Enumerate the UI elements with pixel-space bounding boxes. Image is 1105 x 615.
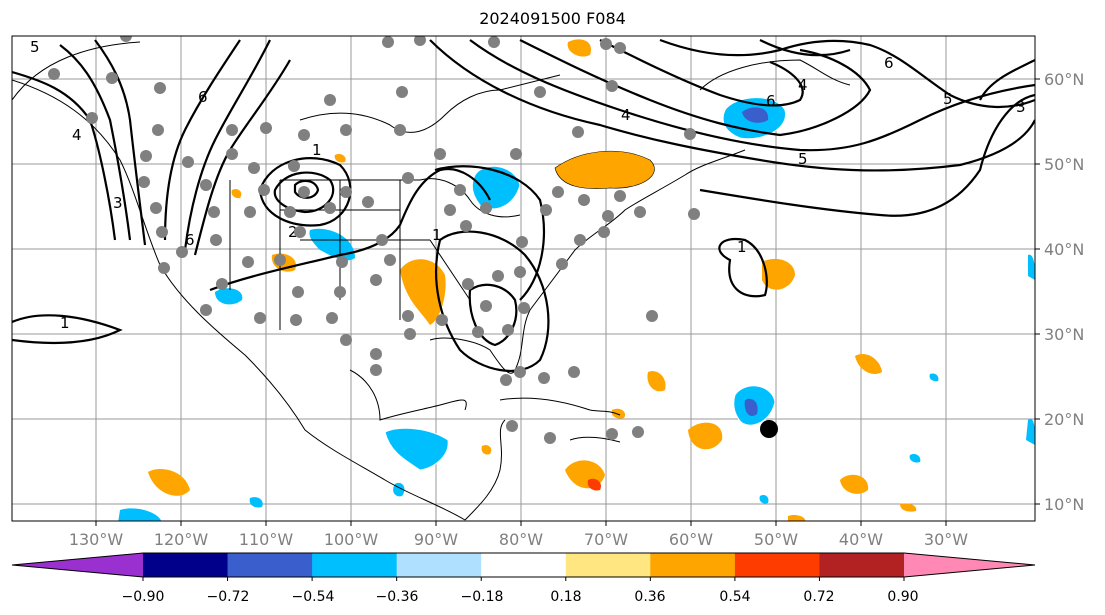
colorbar-segment <box>565 553 651 577</box>
lon-label: 90°W <box>414 530 458 549</box>
contour-label: 6 <box>766 92 776 110</box>
colorbar-segment <box>312 553 398 577</box>
contour-label: 6 <box>884 54 894 72</box>
lat-label: 30°N <box>1044 325 1084 344</box>
lon-label: 110°W <box>239 530 294 549</box>
colorbar-tick-label: −0.54 <box>292 589 335 605</box>
contour-label: 3 <box>113 194 123 212</box>
colorbar-tick-label: −0.90 <box>122 589 165 605</box>
contour-label: 3 <box>1016 98 1026 116</box>
contour-label: 2 <box>288 223 298 241</box>
lon-label: 50°W <box>754 530 798 549</box>
map-area: 5 6 4 1 6 3 2 1 5 4 6 3 1 5 6 4 1 <box>12 36 1035 521</box>
colorbar-tick-label: 0.90 <box>887 589 918 605</box>
contour-label: 1 <box>432 226 442 244</box>
colorbar-segment <box>396 553 482 577</box>
storm-center-marker <box>760 420 778 438</box>
contour-label: 4 <box>72 126 82 144</box>
colorbar-tick-label: −0.72 <box>207 589 250 605</box>
station-dots <box>48 36 700 444</box>
contour-label: 4 <box>621 106 631 124</box>
lon-label: 40°W <box>839 530 883 549</box>
colorbar-tick-label: 0.18 <box>550 589 581 605</box>
lon-label: 120°W <box>154 530 209 549</box>
lon-label: 130°W <box>69 530 124 549</box>
contour-label: 5 <box>943 90 953 108</box>
colorbar-segment <box>734 553 820 577</box>
colorbar-segment <box>143 553 229 577</box>
gridlines <box>12 36 1035 521</box>
contour-label: 1 <box>60 314 70 332</box>
contour-label: 1 <box>312 141 322 159</box>
lon-label: 70°W <box>584 530 628 549</box>
colorbar-tick-label: 0.54 <box>719 589 750 605</box>
lon-label: 30°W <box>924 530 968 549</box>
colorbar-segment <box>481 553 567 577</box>
lat-label: 50°N <box>1044 155 1084 174</box>
colorbar-tick-label: 0.72 <box>803 589 834 605</box>
colorbar-extension-high <box>904 553 1035 577</box>
lat-label: 60°N <box>1044 70 1084 89</box>
colorbar <box>11 552 1036 581</box>
contour-labels: 5 6 4 1 6 3 2 1 5 4 6 3 1 5 6 4 1 <box>30 38 1026 332</box>
contour-label: 6 <box>185 231 195 249</box>
tick-marks <box>95 78 1040 526</box>
colorbar-tick-label: −0.36 <box>376 589 419 605</box>
lat-label: 10°N <box>1044 495 1084 514</box>
colorbar-segment <box>227 553 313 577</box>
colorbar-segment <box>650 553 736 577</box>
colorbar-extension-low <box>12 553 143 577</box>
colorbar-segment <box>819 553 905 577</box>
colorbar-tick-label: 0.36 <box>634 589 665 605</box>
contour-label: 4 <box>798 76 808 94</box>
lon-label: 60°W <box>669 530 713 549</box>
longitude-labels: 130°W 120°W 110°W 100°W 90°W 80°W 70°W 6… <box>69 530 968 549</box>
contour-label: 6 <box>198 88 208 106</box>
colorbar-tick-label: −0.18 <box>461 589 504 605</box>
contour-label: 5 <box>798 150 808 168</box>
colorbar-labels: −0.90 −0.72 −0.54 −0.36 −0.18 0.18 0.36 … <box>122 589 919 605</box>
lat-label: 40°N <box>1044 240 1084 259</box>
contour-label: 5 <box>30 38 40 56</box>
map-frame <box>11 35 1036 522</box>
contour-label: 1 <box>737 238 747 256</box>
lon-label: 80°W <box>499 530 543 549</box>
lat-label: 20°N <box>1044 410 1084 429</box>
coastlines <box>12 41 851 521</box>
plot-title: 2024091500 F084 <box>479 9 626 28</box>
latitude-labels: 10°N 20°N 30°N 40°N 50°N 60°N <box>1044 70 1084 514</box>
lon-label: 100°W <box>324 530 379 549</box>
